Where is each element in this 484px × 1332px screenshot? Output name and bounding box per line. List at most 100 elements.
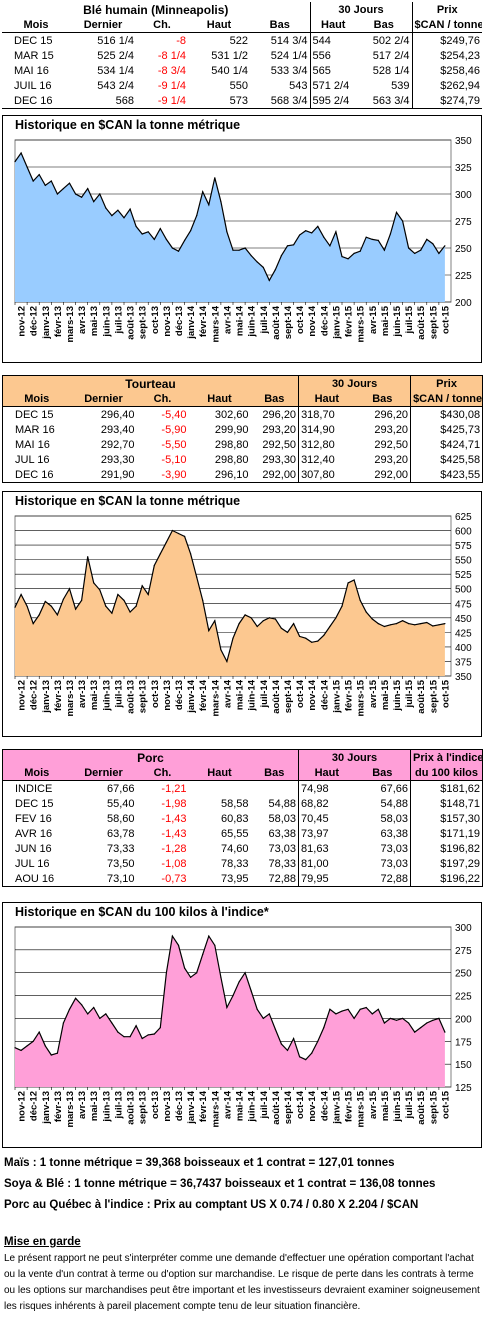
cell-bas-30: 58,03: [354, 811, 412, 826]
col-prix: Prix à l'indice: [410, 749, 484, 765]
cell-haut: 540 1/4: [211, 64, 248, 77]
cell-haut-30: 565: [312, 64, 331, 77]
cell-haut-30: 70,45: [301, 812, 329, 825]
hdr-bas-30: Bas: [356, 17, 413, 33]
x-tick-label: mars-13: [65, 680, 76, 716]
x-tick-label: mars-14: [210, 1090, 221, 1127]
series-area: [15, 153, 445, 302]
data-point: [274, 1028, 276, 1030]
x-tick-label: nov-12: [17, 1091, 28, 1122]
data-point: [62, 1022, 64, 1024]
cell-bas: 78,33: [250, 856, 300, 871]
table-row: DEC 16 568 -9 1/4 573 568 3/4 595 2/4 563 3/4 $…: [2, 93, 482, 109]
x-tick-label: juil-13: [113, 680, 124, 708]
hdr-mois: Mois: [2, 17, 70, 33]
hdr-prix-unit: $CAN / tonne: [412, 17, 482, 33]
data-point: [50, 1054, 52, 1056]
x-tick-label: oct-13: [150, 1091, 161, 1119]
cell-bas-30: 528 1/4: [356, 63, 413, 78]
cell-bas: 292,50: [250, 437, 300, 452]
y-tick-label: 625: [455, 512, 472, 523]
series-line: [14, 151, 446, 282]
data-point: [93, 1006, 95, 1009]
data-point: [262, 620, 264, 622]
data-point: [383, 625, 385, 628]
rows-ble: DEC 15 516 1/4 -8 522 514 3/4 544 502 2/4 $249,…: [2, 32, 482, 109]
data-point: [196, 972, 198, 974]
cell-haut: 74,60: [220, 842, 249, 855]
data-point: [220, 649, 222, 651]
section-title: Tourteau: [1, 375, 300, 391]
cell-ch: -1,08: [161, 857, 187, 870]
table-row: DEC 15 55,40 -1,98 58,58 54,88 68,82 54,88 $148…: [2, 796, 484, 811]
hdr-bas-30: Bas: [354, 391, 412, 407]
y-tick-label: 125: [455, 1083, 472, 1094]
data-point: [389, 1017, 391, 1019]
data-point: [365, 611, 367, 613]
x-tick-label: janv-14: [186, 1090, 197, 1124]
rows-tourteau: DEC 15 296,40 -5,40 302,60 296,20 318,70 296,2…: [2, 406, 484, 483]
data-point: [353, 1017, 355, 1019]
y-tick-label: 275: [455, 217, 472, 228]
x-tick-label: juil-13: [113, 1091, 124, 1119]
cell-prix: $258,46: [440, 64, 480, 77]
table-row: MAI 16 292,70 -5,50 298,80 292,50 312,80 292,5…: [2, 437, 484, 452]
chart-title: Historique en $CAN du 100 kilos à l'indi…: [15, 905, 269, 919]
data-point: [99, 193, 101, 195]
series-area: [15, 936, 445, 1087]
cell-dernier: 55,40: [106, 797, 135, 810]
cell-mois: DEC 16: [2, 467, 71, 483]
data-point: [305, 637, 307, 639]
data-point: [135, 1025, 137, 1027]
data-point: [56, 193, 59, 195]
table-row: MAI 16 534 1/4 -8 3/4 540 1/4 533 3/4 565 528 …: [2, 63, 482, 78]
data-point: [190, 230, 192, 232]
cell-bas: [250, 780, 300, 796]
data-point: [44, 1045, 46, 1047]
data-point: [286, 245, 289, 247]
data-point: [274, 269, 276, 271]
x-tick-label: juil-13: [113, 306, 124, 334]
cell-bas-30: 67,66: [354, 780, 412, 796]
data-point: [377, 623, 379, 625]
data-point: [408, 1022, 410, 1024]
cell-ch: -5,90: [161, 423, 187, 436]
data-point: [50, 180, 52, 182]
x-tick-label: juin-15: [392, 305, 403, 337]
chart-title: Historique en $CAN la tonne métrique: [15, 494, 241, 508]
data-point: [220, 201, 222, 203]
x-tick-label: oct-13: [150, 680, 161, 708]
x-tick-label: sept-14: [283, 305, 294, 339]
x-tick-label: déc-12: [29, 1091, 40, 1121]
data-point: [87, 188, 89, 190]
table-row: JUIL 16 543 2/4 -9 1/4 550 543 571 2/4 539 $262…: [2, 78, 482, 93]
hdr-mois: Mois: [2, 391, 71, 407]
x-tick-label: déc-13: [174, 306, 185, 336]
y-tick-label: 250: [455, 244, 472, 255]
data-point: [38, 1031, 40, 1033]
data-point: [44, 184, 46, 186]
col-prix: Prix: [410, 375, 484, 391]
cell-bas-30: 63,38: [354, 826, 412, 841]
y-tick-label: 450: [455, 614, 472, 625]
cell-haut: 296,10: [188, 467, 251, 483]
cell-bas: 543: [250, 78, 311, 93]
data-point: [99, 589, 101, 591]
x-tick-label: oct-13: [150, 306, 161, 334]
cell-ch: -9 1/4: [136, 93, 188, 109]
series-line: [14, 934, 446, 1061]
table-row: JUL 16 73,50 -1,08 78,33 78,33 81,00 73,03 $197…: [2, 856, 484, 871]
cell-ch: -1,28: [161, 842, 187, 855]
cell-prix: $157,30: [410, 811, 484, 826]
cell-mois: MAR 16: [2, 422, 71, 437]
data-point: [68, 588, 71, 590]
cell-dernier: 73,50: [106, 857, 135, 870]
data-point: [371, 618, 373, 620]
x-tick-label: juil-15: [404, 679, 415, 708]
hdr-prix-unit: du 100 kilos: [410, 765, 484, 781]
cell-bas: 293,30: [250, 452, 300, 467]
data-point: [177, 944, 180, 946]
data-point: [280, 1043, 282, 1045]
cell-prix: $274,79: [412, 93, 482, 109]
data-point: [408, 623, 410, 625]
